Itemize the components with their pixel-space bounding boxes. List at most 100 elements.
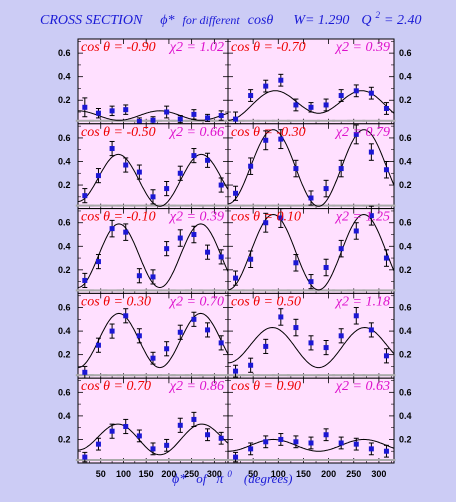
systematic-bar <box>302 119 320 122</box>
systematic-bar <box>332 204 351 207</box>
data-point <box>293 325 299 331</box>
panel-cos-label: cos θ = -0.70 <box>231 40 306 55</box>
fit-curve <box>77 110 229 121</box>
systematic-bar <box>89 459 108 461</box>
fit-curve <box>228 438 395 452</box>
data-point <box>263 137 269 143</box>
data-point <box>338 246 344 252</box>
panel-chi2-label: χ2 = 0.70 <box>168 294 224 309</box>
data-point <box>82 193 88 199</box>
systematic-bar <box>130 289 149 292</box>
panel-chi2-label: χ2 = 0.79 <box>334 125 390 140</box>
systematic-bar <box>75 289 94 292</box>
systematic-bar <box>116 459 135 461</box>
data-point <box>233 368 239 374</box>
data-point <box>205 115 211 121</box>
data-point <box>263 83 269 89</box>
data-point <box>323 345 329 351</box>
data-point <box>323 186 329 192</box>
systematic-bar <box>130 374 149 377</box>
panel-chi2-label: χ2 = 1.02 <box>168 40 224 55</box>
systematic-bar <box>116 119 135 122</box>
panel-cos-label: cos θ = 0.90 <box>231 379 301 394</box>
y-tick-label: 0.6 <box>399 387 412 397</box>
panel-chi2-label: χ2 = 0.86 <box>168 379 224 394</box>
y-tick-label: 0.6 <box>58 387 71 397</box>
data-point <box>308 195 314 201</box>
panel-cos-label: cos θ = 0.50 <box>231 294 301 309</box>
systematic-bar <box>271 289 290 292</box>
systematic-bar <box>317 289 336 292</box>
panel-cos-label: cos θ = 0.10 <box>231 210 301 225</box>
data-point <box>95 441 101 447</box>
y-tick-label: 0.4 <box>399 241 412 251</box>
data-point <box>308 104 314 110</box>
panel-cos-label: cos θ = -0.10 <box>81 210 156 225</box>
x-tick-label: 200 <box>321 469 336 479</box>
data-point <box>308 340 314 346</box>
systematic-bar <box>377 289 396 292</box>
systematic-bar <box>226 289 245 292</box>
data-point <box>368 149 374 155</box>
data-point <box>82 454 88 460</box>
systematic-bar <box>286 289 305 292</box>
data-point <box>278 77 284 83</box>
x-tick-label: 300 <box>371 469 386 479</box>
data-point <box>177 170 183 176</box>
data-point <box>233 190 239 196</box>
data-point <box>263 439 269 445</box>
x-tick-label: 250 <box>346 469 361 479</box>
y-tick-label: 0.6 <box>399 303 412 313</box>
data-point <box>323 102 329 108</box>
systematic-bar <box>256 459 275 461</box>
y-tick-label: 0.2 <box>58 350 71 360</box>
systematic-bar <box>377 119 396 122</box>
systematic-bar <box>184 289 203 292</box>
data-point <box>233 454 239 460</box>
data-point <box>368 90 374 96</box>
data-point <box>383 448 389 454</box>
systematic-bar <box>226 204 245 207</box>
data-point <box>353 131 359 137</box>
data-point <box>136 433 142 439</box>
panel-2: 0.2 0.4 0.6 cos θ = -0.70 χ2 = 0.39 <box>226 38 412 125</box>
data-point <box>191 153 197 159</box>
y-tick-label: 0.4 <box>58 326 71 336</box>
data-point <box>150 446 156 452</box>
data-point <box>293 166 299 172</box>
panel-cos-label: cos θ = -0.30 <box>231 125 306 140</box>
systematic-bar <box>144 374 162 377</box>
data-point <box>205 432 211 438</box>
data-point <box>191 316 197 322</box>
data-point <box>205 327 211 333</box>
data-point <box>82 369 88 375</box>
systematic-bar <box>103 289 122 292</box>
systematic-bar <box>198 289 217 292</box>
data-point <box>109 328 115 334</box>
title-cross-section: CROSS SECTION <box>40 13 143 28</box>
data-point <box>233 275 239 281</box>
systematic-bar <box>362 374 381 377</box>
data-point <box>82 104 88 110</box>
systematic-bar <box>362 119 381 122</box>
data-point <box>95 110 101 116</box>
systematic-bar <box>377 374 396 377</box>
systematic-bar <box>347 289 366 292</box>
panel-frame <box>77 38 229 125</box>
systematic-bar <box>302 204 320 207</box>
systematic-bar <box>256 374 275 377</box>
data-point <box>191 416 197 422</box>
panel-3: 0.2 0.4 0.6 cos θ = -0.50 χ2 = 0.66 <box>58 123 231 210</box>
x-tick-label: 300 <box>207 469 222 479</box>
systematic-bar <box>212 459 231 461</box>
title-q-val: = 2.40 <box>384 13 421 28</box>
fit-curve <box>227 326 395 369</box>
systematic-bar <box>286 459 305 461</box>
y-tick-label: 0.4 <box>399 72 412 82</box>
y-tick-label: 0.6 <box>58 218 71 228</box>
xlabel-of: of <box>196 471 209 486</box>
data-point <box>278 215 284 221</box>
figure-title: CROSS SECTION ϕ* for different cosθ W= 1… <box>40 5 422 28</box>
systematic-bar <box>116 289 135 292</box>
data-point <box>248 256 254 262</box>
